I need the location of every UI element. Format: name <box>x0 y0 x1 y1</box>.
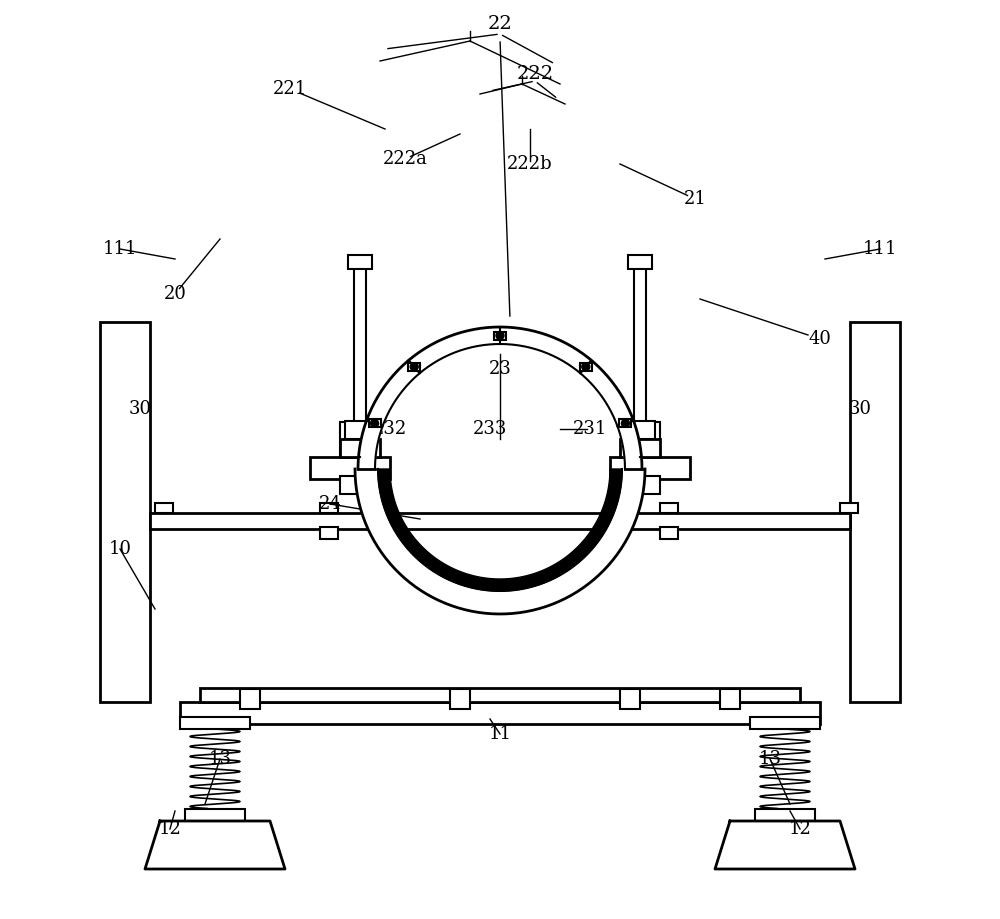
Text: 30: 30 <box>848 400 872 418</box>
Bar <box>640 476 660 494</box>
Text: 231: 231 <box>573 420 607 438</box>
Bar <box>408 363 420 370</box>
Circle shape <box>621 419 629 427</box>
Polygon shape <box>358 327 642 469</box>
Bar <box>345 421 375 439</box>
Text: 111: 111 <box>863 240 897 258</box>
Bar <box>340 476 360 494</box>
Text: 21: 21 <box>684 190 706 208</box>
Bar <box>200 688 800 702</box>
Circle shape <box>371 419 379 427</box>
Text: 221: 221 <box>273 80 307 98</box>
Bar <box>620 689 640 709</box>
Text: 10: 10 <box>108 540 132 558</box>
Bar <box>625 421 655 439</box>
Text: 13: 13 <box>208 750 232 768</box>
Text: 12: 12 <box>159 820 181 838</box>
Bar <box>640 422 660 457</box>
Bar <box>620 439 660 457</box>
Text: 13: 13 <box>759 750 782 768</box>
Circle shape <box>410 363 418 370</box>
Bar <box>850 322 900 702</box>
Bar <box>840 503 858 513</box>
Polygon shape <box>378 469 622 591</box>
Bar <box>310 457 390 479</box>
Bar <box>240 689 260 709</box>
Bar <box>628 255 652 269</box>
Bar <box>610 457 690 479</box>
Text: 40: 40 <box>809 330 831 348</box>
Bar <box>354 257 366 457</box>
Bar <box>340 422 360 457</box>
Circle shape <box>496 332 504 339</box>
Bar <box>660 503 678 513</box>
Bar <box>320 527 338 539</box>
Text: 30: 30 <box>128 400 152 418</box>
Bar <box>180 702 820 724</box>
Bar <box>750 717 820 729</box>
Text: 20: 20 <box>164 285 186 303</box>
Bar <box>320 503 338 513</box>
Bar <box>155 503 173 513</box>
Text: 222b: 222b <box>507 155 553 173</box>
Text: 23: 23 <box>489 360 511 378</box>
Text: 222a: 222a <box>383 150 427 168</box>
Text: 11: 11 <box>488 725 512 743</box>
Bar <box>185 809 245 821</box>
Text: 24: 24 <box>319 495 341 513</box>
Bar <box>100 322 150 702</box>
Bar <box>348 255 372 269</box>
Text: 232: 232 <box>373 420 407 438</box>
Bar <box>634 257 646 457</box>
Bar <box>150 513 850 529</box>
Circle shape <box>582 363 590 370</box>
Bar <box>369 419 381 427</box>
Text: 111: 111 <box>103 240 137 258</box>
Text: 233: 233 <box>473 420 507 438</box>
Text: 12: 12 <box>789 820 811 838</box>
Text: 22: 22 <box>488 15 512 33</box>
Polygon shape <box>355 469 645 614</box>
Bar <box>494 332 506 339</box>
Bar <box>180 717 250 729</box>
Bar <box>340 439 380 457</box>
Bar <box>720 689 740 709</box>
Text: 222: 222 <box>516 65 554 83</box>
Bar <box>755 809 815 821</box>
Bar <box>580 363 592 370</box>
Bar <box>619 419 631 427</box>
Bar <box>660 527 678 539</box>
Bar <box>450 689 470 709</box>
